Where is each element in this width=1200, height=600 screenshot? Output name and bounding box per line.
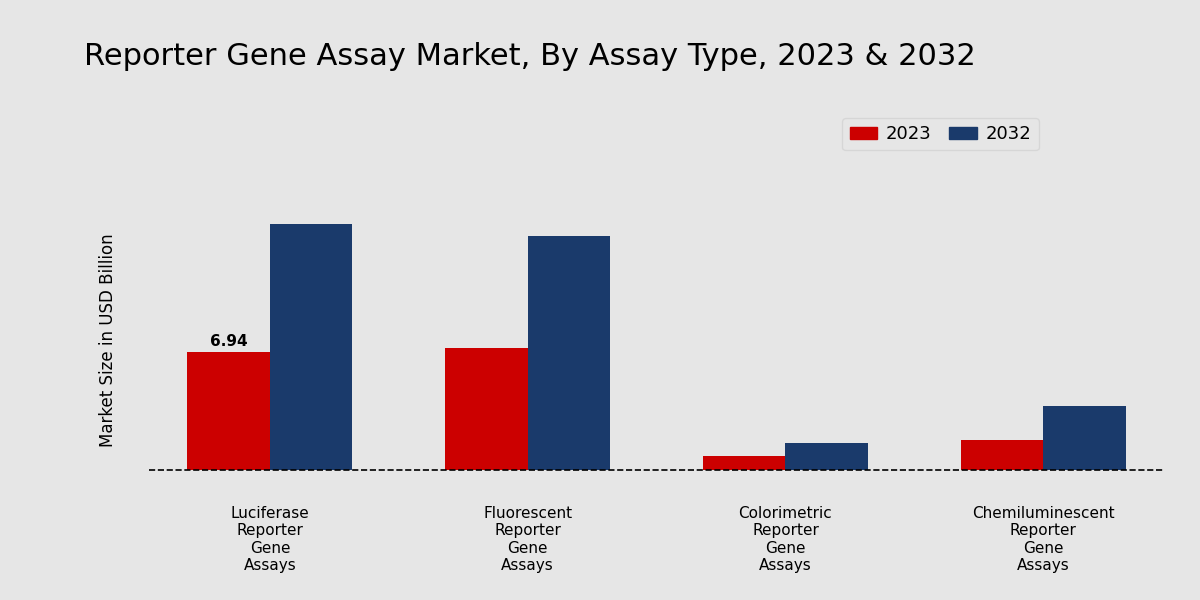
Y-axis label: Market Size in USD Billion: Market Size in USD Billion [100, 233, 118, 447]
Text: Reporter Gene Assay Market, By Assay Type, 2023 & 2032: Reporter Gene Assay Market, By Assay Typ… [84, 42, 976, 71]
Bar [1043, 406, 1126, 470]
Legend: 2023, 2032: 2023, 2032 [842, 118, 1038, 151]
Bar [445, 348, 528, 470]
Bar [187, 352, 270, 470]
Bar [786, 443, 868, 470]
Bar [961, 440, 1043, 470]
Text: 6.94: 6.94 [210, 334, 247, 349]
Bar [703, 456, 786, 470]
Bar [270, 224, 353, 470]
Bar [528, 236, 610, 470]
